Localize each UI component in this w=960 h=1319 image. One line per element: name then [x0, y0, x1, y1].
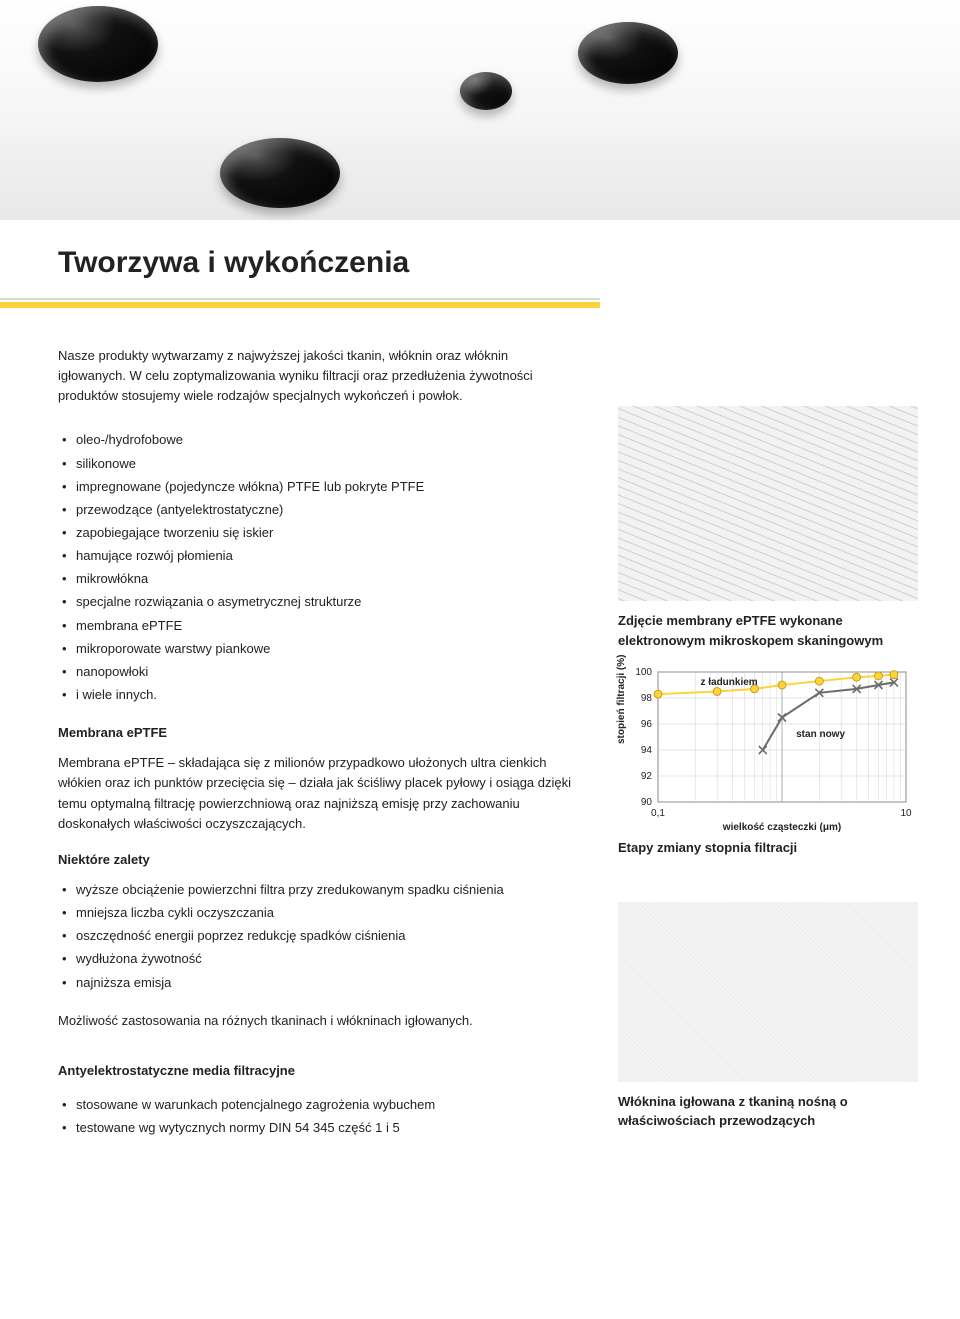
sem-image [618, 406, 918, 601]
chart-y-axis-label: stopień filtracji (%) [614, 655, 629, 744]
list-item: oleo-/hydrofobowe [62, 430, 578, 450]
svg-text:100: 100 [635, 667, 652, 678]
list-item: wyższe obciążenie powierzchni filtra prz… [62, 880, 578, 900]
svg-text:stan nowy: stan nowy [796, 729, 845, 740]
title-divider [0, 298, 960, 308]
list-item: silikonowe [62, 454, 578, 474]
list-item: membrana ePTFE [62, 616, 578, 636]
list-item: hamujące rozwój płomienia [62, 546, 578, 566]
application-note: Możliwość zastosowania na różnych tkanin… [58, 1011, 578, 1031]
droplet-decoration [578, 22, 678, 84]
list-item: stosowane w warunkach potencjalnego zagr… [62, 1095, 578, 1115]
droplet-decoration [220, 138, 340, 208]
svg-text:96: 96 [641, 719, 653, 730]
filtration-chart: stopień filtracji (%) 90929496981000,110… [618, 664, 918, 834]
svg-text:10: 10 [900, 808, 912, 819]
svg-text:98: 98 [641, 693, 653, 704]
droplet-decoration [460, 72, 512, 110]
list-item: mikrowłókna [62, 569, 578, 589]
membrane-paragraph: Membrana ePTFE – składająca się z milion… [58, 753, 578, 834]
hero-image [0, 0, 960, 220]
column-right: Zdjęcie membrany ePTFE wykonane elektron… [618, 346, 918, 1156]
svg-text:z ładunkiem: z ładunkiem [700, 677, 757, 688]
finishes-list: oleo-/hydrofobowe silikonowe impregnowan… [58, 430, 578, 705]
svg-text:0,1: 0,1 [651, 808, 665, 819]
chart-svg: 90 92 94 96 98 100 0,1 10 wielkość cząsteczki (μ… [618, 664, 918, 834]
list-item: zapobiegające tworzeniu się iskier [62, 523, 578, 543]
page-title: Tworzywa i wykończenia [58, 246, 960, 280]
list-item: i wiele innych. [62, 685, 578, 705]
list-item: najniższa emisja [62, 973, 578, 993]
list-item: testowane wg wytycznych normy DIN 54 345… [62, 1118, 578, 1138]
svg-text:90: 90 [641, 797, 653, 808]
svg-text:wielkość cząsteczki (μm): wielkość cząsteczki (μm) [722, 822, 841, 833]
fabric-swatch-image [618, 902, 918, 1082]
intro-paragraph: Nasze produkty wytwarzamy z najwyższej j… [58, 346, 578, 406]
membrane-heading: Membrana ePTFE [58, 723, 578, 743]
list-item: przewodzące (antyelektrostatyczne) [62, 500, 578, 520]
benefits-heading: Niektóre zalety [58, 850, 578, 870]
droplet-decoration [38, 6, 158, 82]
list-item: impregnowane (pojedyncze włókna) PTFE lu… [62, 477, 578, 497]
svg-text:92: 92 [641, 771, 653, 782]
list-item: oszczędność energii poprzez redukcję spa… [62, 926, 578, 946]
svg-text:94: 94 [641, 745, 653, 756]
list-item: mikroporowate warstwy piankowe [62, 639, 578, 659]
column-left: Nasze produkty wytwarzamy z najwyższej j… [58, 346, 578, 1156]
swatch-caption: Włóknina igłowana z tkaniną nośną o właś… [618, 1092, 918, 1131]
list-item: nanopowłoki [62, 662, 578, 682]
list-item: mniejsza liczba cykli oczyszczania [62, 903, 578, 923]
antistatic-heading: Antyelektrostatyczne media filtracyjne [58, 1061, 578, 1081]
benefits-list: wyższe obciążenie powierzchni filtra prz… [58, 880, 578, 993]
antistatic-list: stosowane w warunkach potencjalnego zagr… [58, 1095, 578, 1138]
list-item: wydłużona żywotność [62, 949, 578, 969]
sem-caption: Zdjęcie membrany ePTFE wykonane elektron… [618, 611, 918, 650]
chart-caption: Etapy zmiany stopnia filtracji [618, 838, 918, 858]
list-item: specjalne rozwiązania o asymetrycznej st… [62, 592, 578, 612]
